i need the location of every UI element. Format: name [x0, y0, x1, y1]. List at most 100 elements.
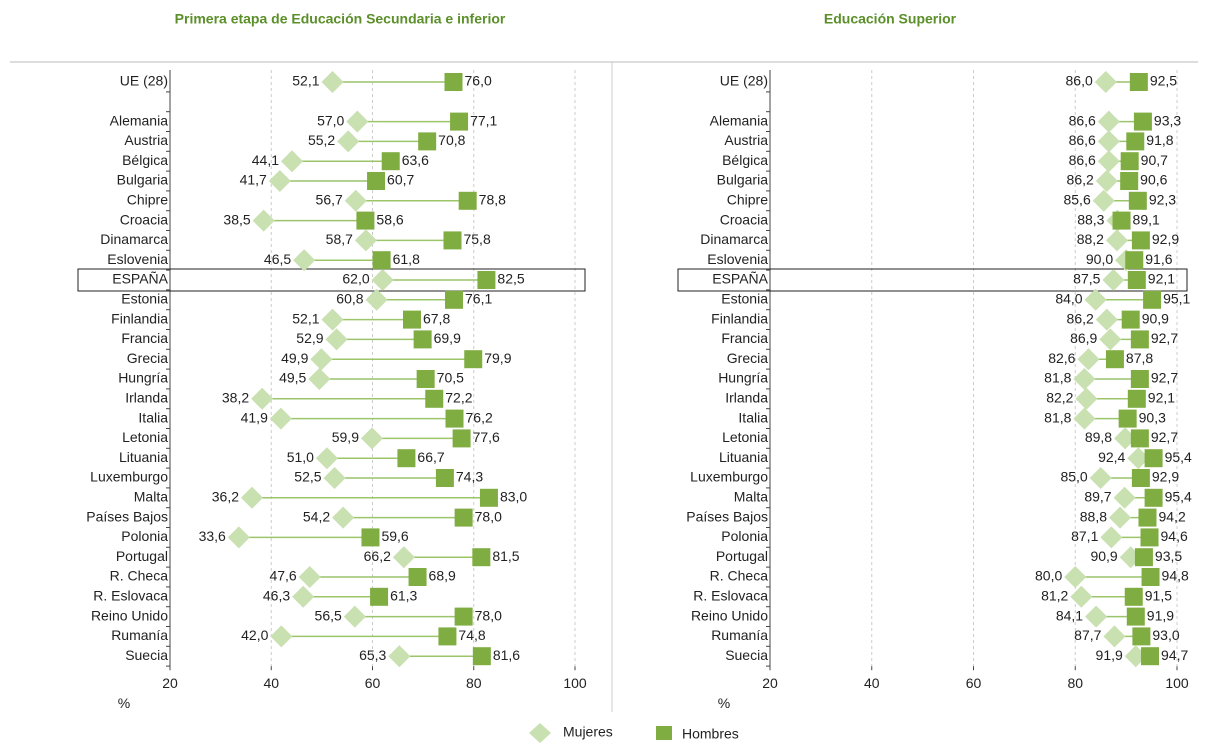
category-label: R. Eslovaca — [93, 588, 168, 604]
category-label: Grecia — [127, 350, 168, 366]
data-label: 94,7 — [1161, 647, 1188, 663]
category-label: Italia — [738, 409, 768, 425]
data-label: 84,1 — [1056, 607, 1083, 623]
data-label: 83,0 — [500, 489, 527, 505]
data-label: 82,2 — [1046, 390, 1073, 406]
category-label: Dinamarca — [700, 231, 768, 247]
data-label: 59,9 — [332, 429, 359, 445]
category-label: Croacia — [720, 211, 768, 227]
category-label: Letonia — [122, 429, 168, 445]
data-label: 90,3 — [1139, 409, 1166, 425]
data-label: 78,0 — [475, 607, 502, 623]
data-label: 41,7 — [240, 172, 267, 188]
square-marker — [472, 548, 491, 567]
data-label: 92,9 — [1152, 231, 1179, 247]
category-label: Irlanda — [725, 390, 768, 406]
data-label: 91,6 — [1145, 251, 1172, 267]
square-marker — [1128, 191, 1147, 210]
square-marker — [1125, 251, 1144, 270]
diamond-marker — [251, 387, 274, 410]
category-label: R. Checa — [710, 568, 769, 584]
square-marker — [443, 231, 462, 250]
diamond-marker — [315, 447, 338, 470]
square-marker — [1132, 627, 1151, 646]
square-marker — [372, 251, 391, 270]
data-label: 94,8 — [1162, 568, 1189, 584]
diamond-marker — [388, 645, 411, 668]
square-marker — [1143, 290, 1162, 309]
category-label: UE (28) — [720, 73, 768, 89]
data-label: 92,5 — [1150, 73, 1177, 89]
square-marker — [408, 568, 427, 586]
square-marker — [445, 290, 464, 309]
data-label: 46,3 — [263, 588, 290, 604]
data-label: 56,5 — [315, 607, 342, 623]
square-marker — [1126, 132, 1145, 151]
category-label: Luxemburgo — [90, 469, 168, 485]
data-label: 52,1 — [292, 310, 319, 326]
category-label: Polonia — [721, 528, 768, 544]
data-label: 54,2 — [303, 508, 330, 524]
category-label: Finlandia — [111, 310, 168, 326]
category-label: R. Eslovaca — [693, 588, 768, 604]
square-marker — [458, 191, 477, 210]
data-label: 95,4 — [1165, 449, 1192, 465]
diamond-marker — [1064, 566, 1087, 588]
x-tick-label: 100 — [1165, 675, 1189, 691]
data-label: 76,0 — [465, 73, 492, 89]
data-label: 61,8 — [393, 251, 420, 267]
square-marker — [450, 112, 469, 131]
diamond-marker — [1103, 625, 1126, 648]
data-label: 52,9 — [296, 330, 323, 346]
data-label: 56,7 — [316, 192, 343, 208]
data-label: 74,3 — [456, 469, 483, 485]
square-marker — [1130, 330, 1149, 349]
category-label: UE (28) — [120, 73, 168, 89]
diamond-marker — [1097, 130, 1120, 153]
highlight-box — [677, 268, 1188, 292]
square-marker — [1138, 508, 1157, 527]
diamond-marker — [344, 189, 367, 212]
data-label: 58,6 — [376, 211, 403, 227]
legend-label: Hombres — [682, 726, 739, 742]
square-marker — [464, 350, 483, 369]
data-label: 95,4 — [1165, 489, 1192, 505]
data-label: 86,0 — [1066, 73, 1093, 89]
data-label: 52,1 — [292, 73, 319, 89]
diamond-marker — [1127, 447, 1150, 470]
diamond-marker — [292, 585, 315, 608]
category-label: Alemania — [710, 112, 769, 128]
data-label: 88,3 — [1077, 211, 1104, 227]
diamond-marker — [1095, 308, 1118, 331]
category-label: Bulgaria — [717, 172, 769, 188]
category-label: R. Checa — [110, 568, 169, 584]
category-label: Rumanía — [711, 627, 768, 643]
square-marker — [445, 409, 464, 428]
diamond-marker — [323, 467, 346, 489]
diamond-marker — [392, 546, 415, 569]
category-label: Malta — [734, 489, 768, 505]
category-label: Reino Unido — [691, 607, 768, 623]
data-label: 87,8 — [1126, 350, 1153, 366]
square-marker — [472, 647, 491, 666]
data-label: 92,7 — [1151, 429, 1178, 445]
square-marker — [1127, 271, 1146, 289]
data-label: 49,9 — [281, 350, 308, 366]
data-label: 76,2 — [466, 409, 493, 425]
data-label: 86,6 — [1069, 132, 1096, 148]
square-marker — [1112, 211, 1131, 230]
diamond-marker — [1077, 348, 1100, 371]
data-label: 84,0 — [1055, 291, 1082, 307]
x-tick-label: 100 — [563, 675, 587, 691]
data-label: 47,6 — [269, 568, 296, 584]
category-label: Eslovenia — [707, 251, 768, 267]
diamond-marker — [343, 605, 366, 628]
data-label: 82,6 — [1048, 350, 1075, 366]
data-label: 92,3 — [1149, 192, 1176, 208]
category-label: Grecia — [727, 350, 768, 366]
data-label: 57,0 — [317, 112, 344, 128]
data-label: 60,7 — [387, 172, 414, 188]
diamond-marker — [1089, 467, 1112, 489]
data-label: 91,9 — [1096, 647, 1123, 663]
